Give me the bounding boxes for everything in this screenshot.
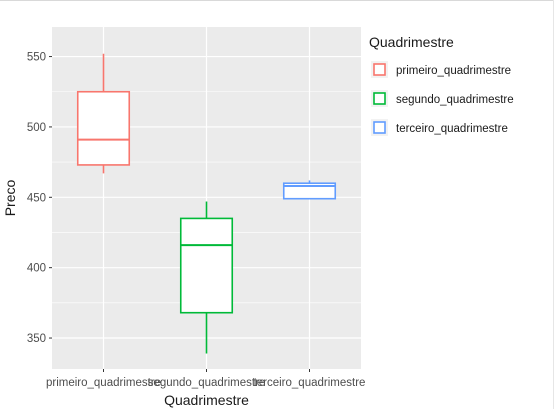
x-tick-label: terceiro_quadrimestre bbox=[254, 377, 366, 389]
y-tick-label: 400 bbox=[27, 263, 46, 275]
legend-key-box bbox=[373, 63, 386, 76]
interquartile-box bbox=[76, 90, 131, 166]
x-axis-title: Quadrimestre bbox=[164, 392, 249, 408]
legend-item-segundo_quadrimestre: segundo_quadrimestre bbox=[371, 90, 514, 107]
interquartile-box bbox=[282, 182, 337, 200]
interquartile-box bbox=[179, 217, 234, 314]
y-tick-label: 450 bbox=[27, 192, 46, 204]
y-axis-title: Preco bbox=[2, 180, 18, 217]
legend-item-terceiro_quadrimestre: terceiro_quadrimestre bbox=[371, 119, 508, 136]
x-tick-label: segundo_quadrimestre bbox=[148, 377, 266, 389]
box-terceiro_quadrimestre bbox=[282, 180, 337, 200]
legend-key-box bbox=[373, 92, 386, 105]
boxplot-series bbox=[76, 53, 337, 354]
box-segundo_quadrimestre bbox=[179, 201, 234, 354]
x-axis-ticks: primeiro_quadrimestresegundo_quadrimestr… bbox=[46, 369, 365, 389]
legend: primeiro_quadrimestre segundo_quadrimestr… bbox=[371, 61, 514, 136]
legend-label: terceiro_quadrimestre bbox=[396, 123, 508, 135]
y-tick-label: 350 bbox=[27, 333, 46, 345]
legend-label: segundo_quadrimestre bbox=[396, 94, 514, 106]
box-primeiro_quadrimestre bbox=[76, 53, 131, 174]
legend-label: primeiro_quadrimestre bbox=[396, 65, 511, 77]
x-tick-label: primeiro_quadrimestre bbox=[46, 377, 161, 389]
legend-key-box bbox=[373, 121, 386, 134]
y-tick-label: 500 bbox=[27, 122, 46, 134]
y-axis-ticks: 350 400 450 500 550 bbox=[27, 52, 52, 345]
legend-item-primeiro_quadrimestre: primeiro_quadrimestre bbox=[371, 61, 511, 78]
window-top-border bbox=[0, 0, 554, 1]
y-tick-label: 550 bbox=[27, 52, 46, 64]
legend-title: Quadrimestre bbox=[369, 34, 454, 50]
